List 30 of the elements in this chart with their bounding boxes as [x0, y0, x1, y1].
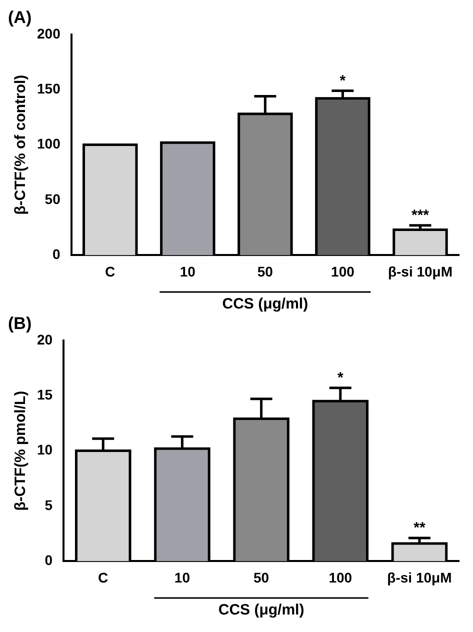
y-tick-label: 15	[36, 386, 53, 402]
annotation: ***	[411, 207, 430, 224]
x-tick-label: β-si 10μM	[387, 569, 452, 586]
text: CCS (μg/ml)	[222, 296, 308, 313]
annotation: *	[340, 72, 346, 90]
y-tick-label: 10	[36, 442, 53, 458]
y-tick-label: 20	[36, 331, 53, 348]
y-axis-title: β-CTF(% of control)	[12, 74, 30, 215]
x-tick-label: 100	[331, 263, 355, 280]
x-tick-label: C	[105, 263, 116, 280]
annotation: **	[414, 520, 426, 537]
x-tick-label: 100	[328, 569, 352, 586]
y-tick-label: 5	[44, 496, 53, 513]
y-tick-label: 150	[37, 80, 61, 96]
x-tick-label: 10	[180, 263, 196, 280]
y-axis-title: β-CTF(% pmol/L)	[12, 390, 30, 511]
annotation: *	[337, 370, 344, 387]
y-tick-label: 50	[44, 190, 61, 207]
x-tick-label: β-si 10μM	[388, 263, 453, 280]
x-tick-label: C	[98, 569, 108, 586]
x-tick-label: 50	[253, 569, 270, 586]
chart-title: (A)	[8, 8, 32, 27]
x-tick-label: 50	[257, 263, 274, 280]
chart-title: (B)	[8, 314, 32, 333]
y-tick-label: 0	[44, 552, 53, 568]
text: CCS (μg/ml)	[218, 602, 304, 619]
y-tick-label: 0	[52, 246, 61, 262]
y-tick-label: 100	[37, 136, 61, 152]
x-tick-label: 10	[174, 569, 190, 586]
y-tick-label: 200	[37, 25, 61, 42]
